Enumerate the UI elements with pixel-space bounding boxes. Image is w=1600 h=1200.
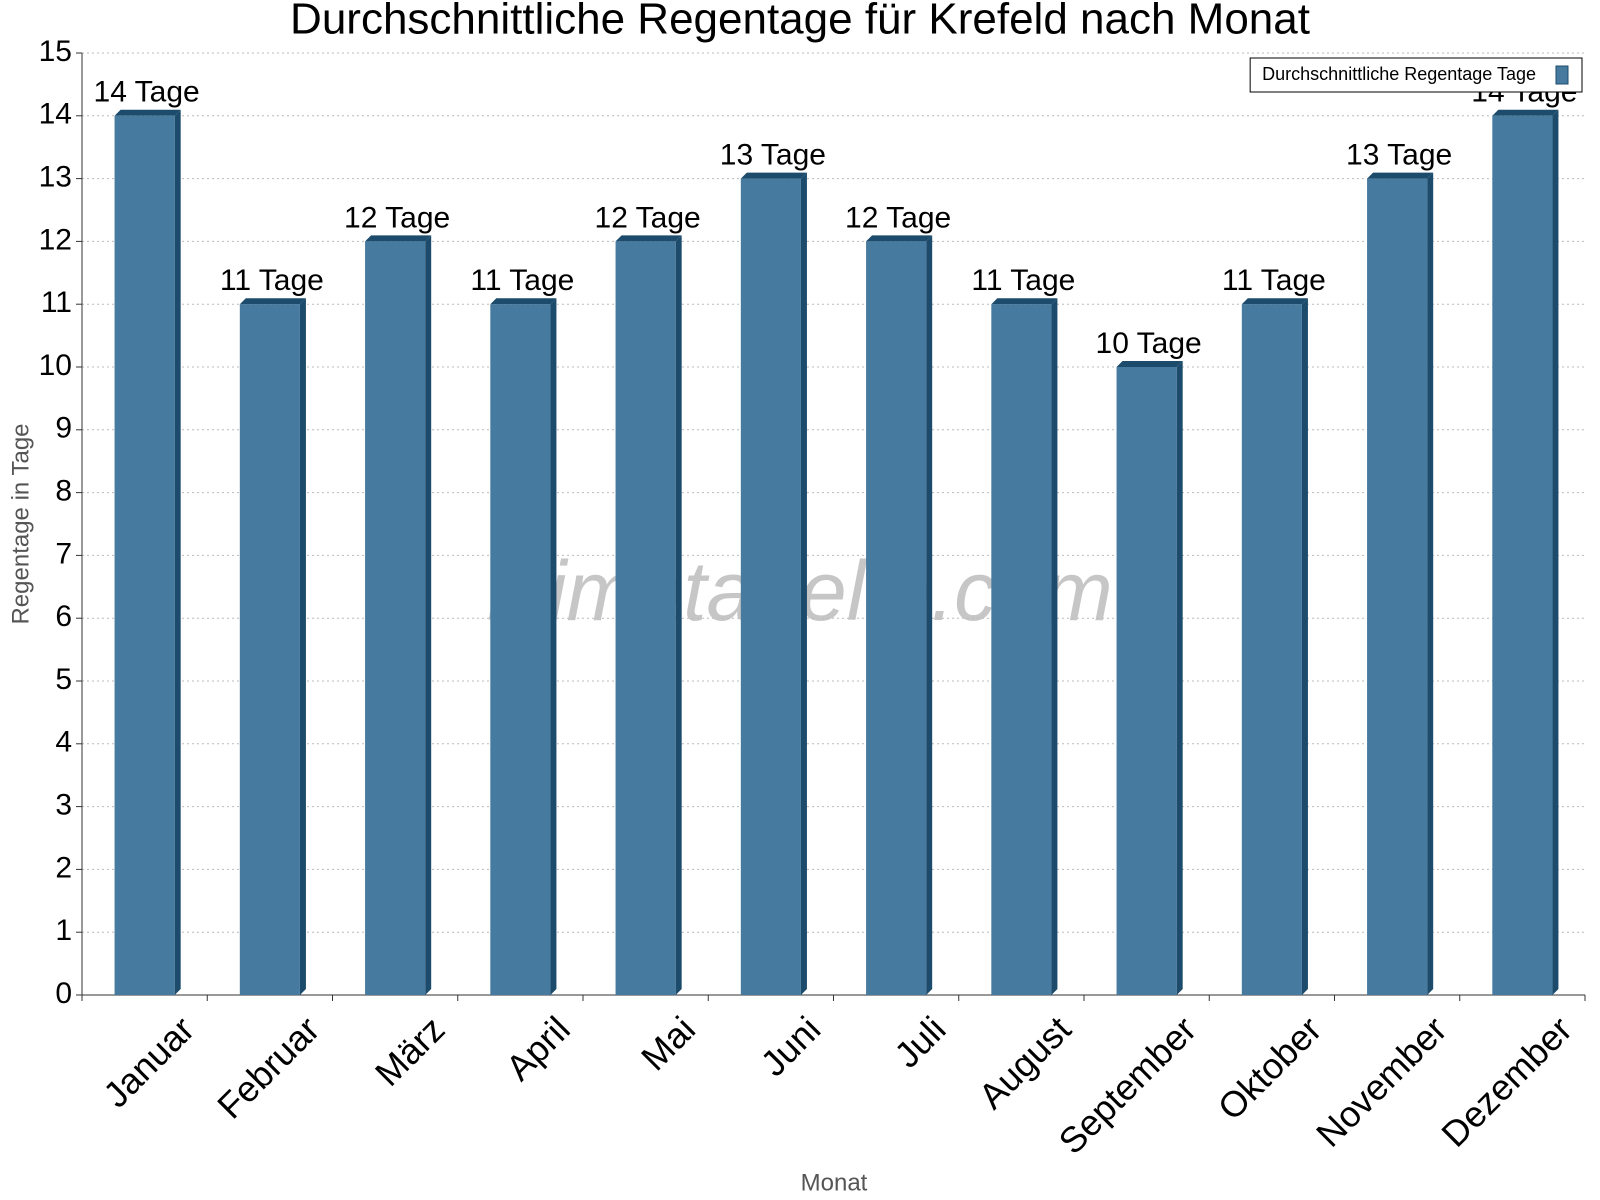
bar-side — [675, 235, 682, 995]
x-tick-label: Januar — [95, 1008, 202, 1115]
x-tick-label: Oktober — [1210, 1008, 1330, 1128]
bar-top — [1116, 361, 1183, 367]
x-tick-label: November — [1308, 1008, 1454, 1154]
bar-top — [991, 298, 1058, 305]
x-tick-label: Juli — [886, 1008, 953, 1075]
y-tick-label: 0 — [55, 977, 72, 1010]
bar — [1367, 178, 1428, 996]
bar — [866, 241, 927, 995]
bar-top — [239, 298, 306, 305]
x-axis-label: Monat — [801, 1169, 868, 1196]
legend-swatch — [1555, 65, 1569, 85]
chart-title: Durchschnittliche Regentage für Krefeld … — [290, 0, 1310, 44]
bar — [239, 304, 300, 995]
value-label: 11 Tage — [1222, 264, 1326, 297]
bar — [1116, 367, 1177, 995]
bar-top — [740, 172, 807, 179]
value-label: 11 Tage — [220, 264, 324, 297]
bar-side — [1176, 361, 1183, 995]
y-tick-label: 15 — [39, 35, 72, 68]
bar-side — [550, 298, 557, 995]
bar-top — [866, 235, 933, 242]
bar-side — [1552, 109, 1559, 996]
y-tick-label: 5 — [55, 663, 72, 696]
x-tick-label: Dezember — [1433, 1008, 1579, 1154]
x-tick-label: April — [498, 1008, 578, 1088]
value-label: 11 Tage — [971, 264, 1075, 297]
value-label: 12 Tage — [344, 201, 450, 234]
bar-side — [1301, 298, 1308, 995]
bar-side — [1427, 172, 1434, 996]
bar — [114, 115, 175, 996]
legend-label: Durchschnittliche Regentage Tage — [1262, 64, 1536, 84]
x-tick-label: September — [1050, 1008, 1204, 1162]
bar — [991, 304, 1052, 995]
bar-top — [1241, 298, 1308, 305]
value-label: 14 Tage — [94, 76, 200, 109]
x-tick-label: Mai — [633, 1008, 703, 1078]
x-tick-label: Juni — [753, 1008, 829, 1084]
y-tick-label: 4 — [55, 726, 72, 759]
y-tick-label: 10 — [39, 349, 72, 382]
bar-top — [490, 298, 557, 305]
x-tick-label: März — [367, 1008, 453, 1094]
value-label: 13 Tage — [1346, 139, 1452, 172]
value-label: 13 Tage — [720, 139, 826, 172]
bar — [490, 304, 551, 995]
bar-top — [114, 109, 181, 116]
bar — [1492, 115, 1553, 996]
bar-top — [365, 235, 432, 242]
bar-side — [800, 172, 807, 996]
value-label: 10 Tage — [1096, 327, 1202, 360]
bar-side — [926, 235, 933, 995]
y-tick-label: 6 — [55, 600, 72, 633]
y-tick-label: 7 — [55, 537, 72, 570]
y-axis-label: Regentage in Tage — [7, 423, 34, 624]
x-tick-label: August — [971, 1008, 1079, 1116]
legend-box — [1249, 57, 1583, 93]
y-tick-label: 13 — [39, 161, 72, 194]
value-label: 11 Tage — [470, 264, 574, 297]
value-label: 12 Tage — [595, 201, 701, 234]
bar-side — [425, 235, 432, 995]
bar — [615, 241, 676, 995]
y-tick-label: 3 — [55, 789, 72, 822]
y-tick-label: 14 — [39, 98, 72, 131]
y-tick-label: 8 — [55, 475, 72, 508]
bar-side — [299, 298, 306, 995]
y-tick-label: 9 — [55, 412, 72, 445]
y-tick-label: 12 — [39, 223, 72, 256]
bar-side — [1051, 298, 1058, 995]
y-tick-label: 1 — [55, 914, 72, 947]
bar — [1241, 304, 1302, 995]
bar-top — [615, 235, 682, 242]
value-label: 12 Tage — [845, 201, 951, 234]
y-tick-label: 2 — [55, 851, 72, 884]
y-tick-label: 11 — [41, 286, 72, 319]
x-tick-label: Februar — [209, 1008, 327, 1126]
bar-side — [174, 109, 181, 996]
bar-top — [1367, 172, 1434, 179]
bar-top — [1492, 109, 1559, 116]
bar — [740, 178, 801, 996]
bar — [365, 241, 426, 995]
